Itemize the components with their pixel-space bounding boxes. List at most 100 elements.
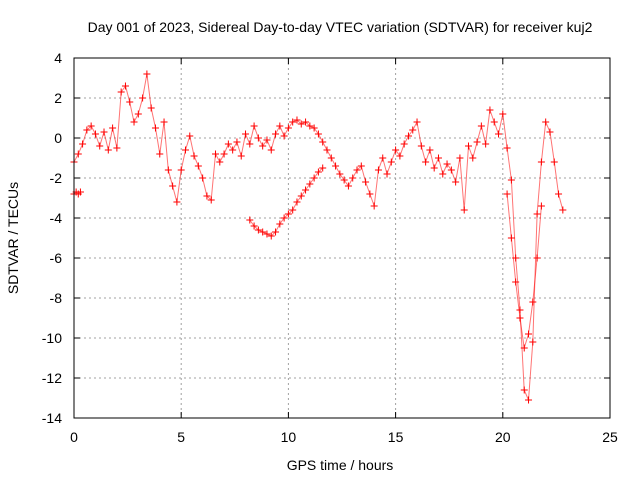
data-point — [121, 82, 129, 90]
data-point — [293, 116, 301, 124]
data-point — [284, 210, 292, 218]
data-point — [404, 132, 412, 140]
data-point — [426, 146, 434, 154]
data-point — [233, 138, 241, 146]
data-point — [400, 140, 408, 148]
data-point — [516, 314, 524, 322]
data-point — [443, 160, 451, 168]
data-point — [74, 150, 82, 158]
data-point — [263, 230, 271, 238]
y-tick-label: -8 — [50, 290, 63, 306]
data-point — [109, 124, 117, 132]
data-point — [272, 228, 280, 236]
data-point — [336, 170, 344, 178]
data-point — [452, 178, 460, 186]
data-point — [546, 128, 554, 136]
data-point — [310, 174, 318, 182]
data-point — [477, 122, 485, 130]
y-tick-label: -6 — [50, 250, 63, 266]
data-point — [297, 192, 305, 200]
data-point — [537, 158, 545, 166]
data-point — [280, 132, 288, 140]
x-tick-label: 0 — [70, 429, 78, 445]
data-point — [237, 152, 245, 160]
data-point — [104, 146, 112, 154]
data-point — [409, 126, 417, 134]
data-point — [319, 138, 327, 146]
data-point — [76, 188, 84, 196]
x-axis-label: GPS time / hours — [287, 457, 394, 473]
data-point — [156, 150, 164, 158]
data-point — [130, 118, 138, 126]
data-point — [529, 338, 537, 346]
data-point — [246, 216, 254, 224]
data-point — [516, 306, 524, 314]
data-point — [387, 158, 395, 166]
data-point — [267, 232, 275, 240]
data-point — [259, 142, 267, 150]
data-point — [464, 142, 472, 150]
data-point — [254, 226, 262, 234]
data-point — [529, 298, 537, 306]
data-point — [126, 98, 134, 106]
data-point — [340, 176, 348, 184]
data-marks — [70, 70, 567, 404]
data-point — [297, 120, 305, 128]
data-point — [379, 154, 387, 162]
data-point — [362, 178, 370, 186]
data-point — [139, 94, 147, 102]
data-point — [91, 130, 99, 138]
data-point — [190, 152, 198, 160]
data-point — [499, 110, 507, 118]
series-0 — [70, 70, 567, 404]
data-point — [310, 124, 318, 132]
y-tick-label: -14 — [42, 410, 62, 426]
data-point — [473, 138, 481, 146]
data-point — [332, 162, 340, 170]
data-point — [434, 154, 442, 162]
data-point — [507, 234, 515, 242]
data-point — [250, 222, 258, 230]
x-tick-label: 5 — [177, 429, 185, 445]
data-point — [212, 150, 220, 158]
data-point — [533, 210, 541, 218]
data-point — [87, 122, 95, 130]
data-point — [542, 118, 550, 126]
data-point — [555, 190, 563, 198]
data-point — [520, 344, 528, 352]
data-point — [259, 228, 267, 236]
data-point — [482, 140, 490, 148]
data-point — [422, 158, 430, 166]
y-tick-label: 0 — [54, 130, 62, 146]
axis-ticks: 0 5 10 15 20 25 -14 -12 -10 -8 -6 -4 -2 0 2 4 — [42, 50, 618, 445]
data-point — [289, 118, 297, 126]
data-point — [164, 166, 172, 174]
grid — [74, 58, 610, 418]
data-point — [370, 202, 378, 210]
series-line — [73, 191, 81, 195]
data-point — [224, 140, 232, 148]
data-point — [143, 70, 151, 78]
data-point — [151, 124, 159, 132]
data-point — [250, 122, 258, 130]
data-point — [306, 180, 314, 188]
data-point — [199, 174, 207, 182]
data-point — [503, 190, 511, 198]
y-tick-label: -2 — [50, 170, 63, 186]
y-tick-label: 4 — [54, 50, 62, 66]
data-point — [100, 128, 108, 136]
data-point — [194, 162, 202, 170]
data-point — [314, 130, 322, 138]
data-point — [79, 140, 87, 148]
data-point — [533, 254, 541, 262]
data-point — [550, 158, 558, 166]
data-point — [134, 110, 142, 118]
data-point — [447, 166, 455, 174]
data-point — [396, 152, 404, 160]
x-tick-label: 15 — [388, 429, 404, 445]
data-point — [242, 130, 250, 138]
data-point — [302, 186, 310, 194]
data-point — [525, 396, 533, 404]
data-point — [177, 166, 185, 174]
